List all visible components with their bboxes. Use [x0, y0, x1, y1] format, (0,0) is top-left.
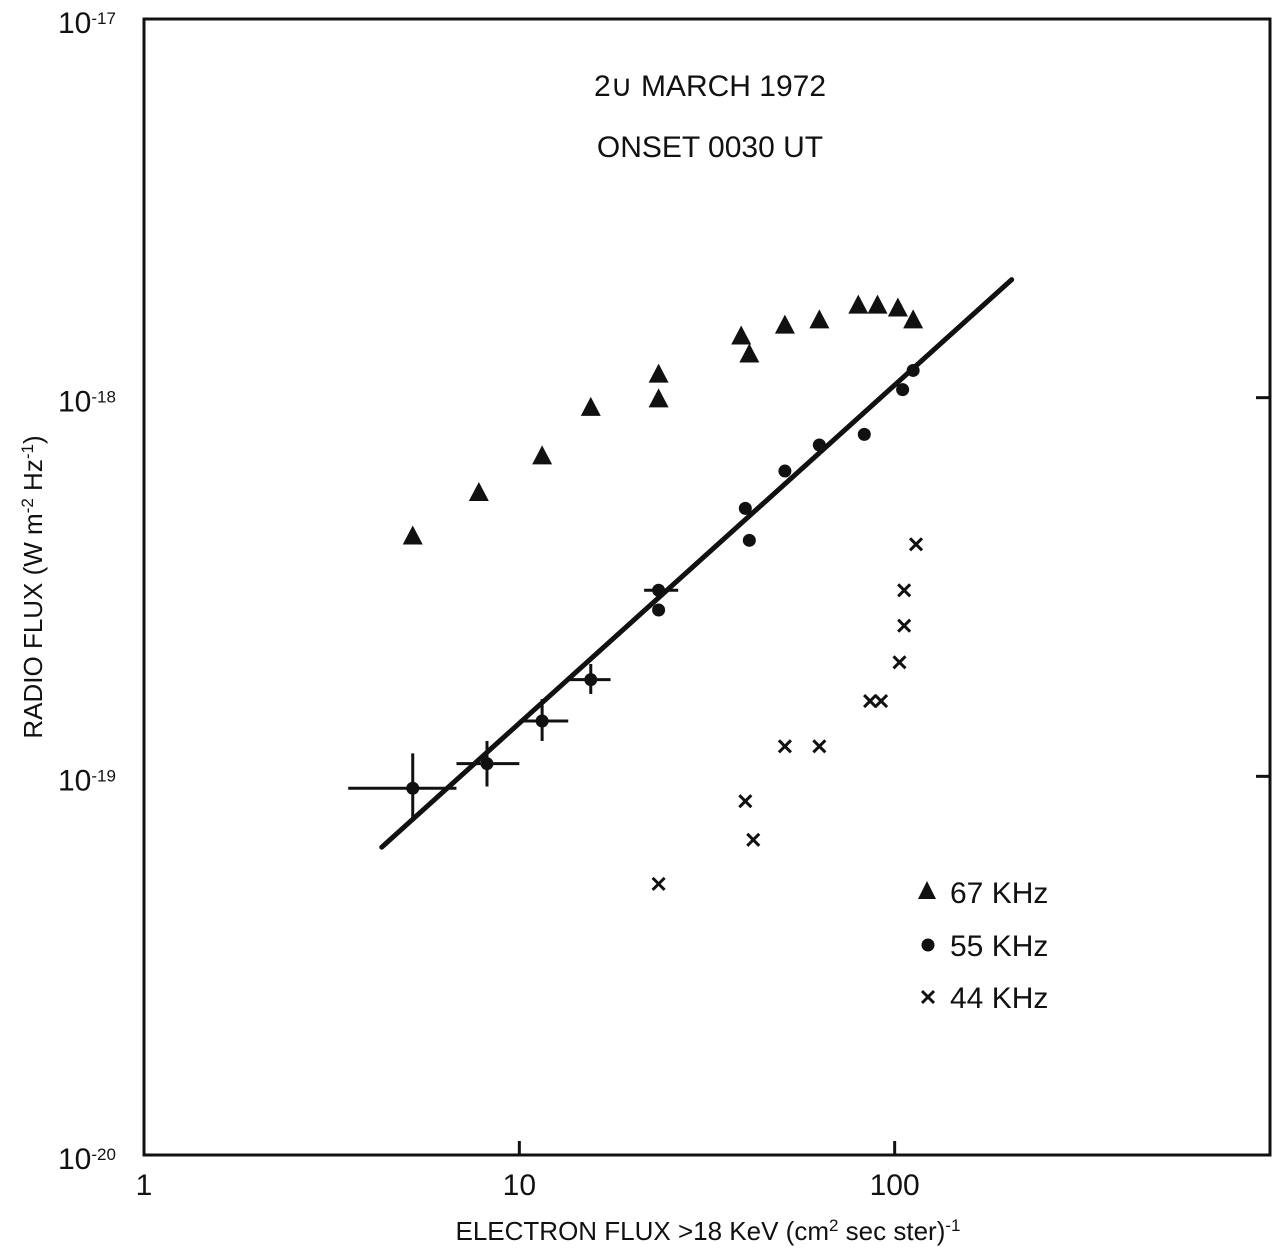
- circle-point: [857, 427, 871, 441]
- triangle-point: [809, 309, 830, 329]
- annotation-date: 2∪ MARCH 1972: [594, 70, 826, 103]
- triangle-point: [580, 396, 601, 416]
- triangle-point: [887, 297, 908, 317]
- triangle-point: [648, 388, 669, 408]
- legend-x-marker: [920, 989, 936, 1005]
- series-44-khz: [651, 537, 924, 891]
- triangle-point: [648, 363, 669, 383]
- series-67-khz: [402, 294, 924, 545]
- legend-triangle-marker: [918, 881, 936, 899]
- circle-point: [742, 533, 756, 547]
- circle-point: [896, 383, 910, 397]
- circle-point: [906, 363, 920, 377]
- annotation-onset: ONSET 0030 UT: [597, 131, 823, 164]
- x-point: [777, 739, 792, 754]
- x-point: [908, 537, 924, 552]
- y-axis-ticks: 10-20 10-19 10-18 10-17: [58, 7, 1270, 1176]
- x-point: [738, 794, 753, 809]
- triangle-point: [402, 525, 423, 545]
- circle-point: [584, 673, 598, 687]
- x-axis-ticks: 1 10 100: [136, 1141, 920, 1202]
- legend-circle-marker: [921, 938, 935, 952]
- x-point: [812, 739, 827, 754]
- circle-point: [812, 438, 826, 452]
- circle-point: [652, 603, 666, 617]
- y-axis-label: RADIO FLUX (W m-2 Hz-1): [18, 435, 49, 738]
- circle-point: [535, 714, 549, 728]
- legend-label-44khz: 44 KHz: [950, 982, 1048, 1015]
- triangle-point: [731, 325, 752, 345]
- y-tick-label: 10-17: [58, 7, 116, 40]
- x-point: [892, 655, 907, 670]
- x-point: [746, 832, 761, 847]
- y-tick-label: 10-19: [58, 764, 116, 797]
- triangle-point: [739, 343, 760, 363]
- circle-point: [778, 464, 792, 478]
- series-55-khz: [406, 363, 920, 795]
- legend-label-55khz: 55 KHz: [950, 930, 1048, 963]
- circle-point: [738, 501, 752, 515]
- x-point: [651, 876, 666, 891]
- x-tick-label: 10: [503, 1169, 536, 1202]
- fit-line: [379, 277, 1015, 850]
- triangle-point: [903, 309, 924, 329]
- triangle-point: [774, 314, 795, 334]
- x-point: [897, 618, 912, 633]
- triangle-point: [468, 482, 489, 502]
- x-tick-label: 100: [870, 1169, 920, 1202]
- triangle-point: [867, 294, 888, 314]
- circle-point: [652, 583, 666, 597]
- triangle-point: [532, 445, 553, 465]
- legend-label-67khz: 67 KHz: [950, 877, 1048, 910]
- x-axis-label: ELECTRON FLUX >18 KeV (cm2 sec ster)-1: [455, 1216, 960, 1247]
- x-tick-label: 1: [136, 1169, 153, 1202]
- circle-point: [406, 781, 420, 795]
- series-layer: [402, 294, 924, 891]
- x-point: [874, 694, 889, 709]
- y-tick-label: 10-20: [58, 1143, 116, 1176]
- circle-point: [480, 757, 494, 771]
- x-point: [897, 583, 912, 598]
- y-tick-label: 10-18: [58, 386, 116, 419]
- legend: 67 KHz 55 KHz 44 KHz: [918, 877, 1048, 1015]
- plot-frame: [142, 17, 1272, 1157]
- x-point: [863, 694, 878, 709]
- triangle-point: [848, 294, 869, 314]
